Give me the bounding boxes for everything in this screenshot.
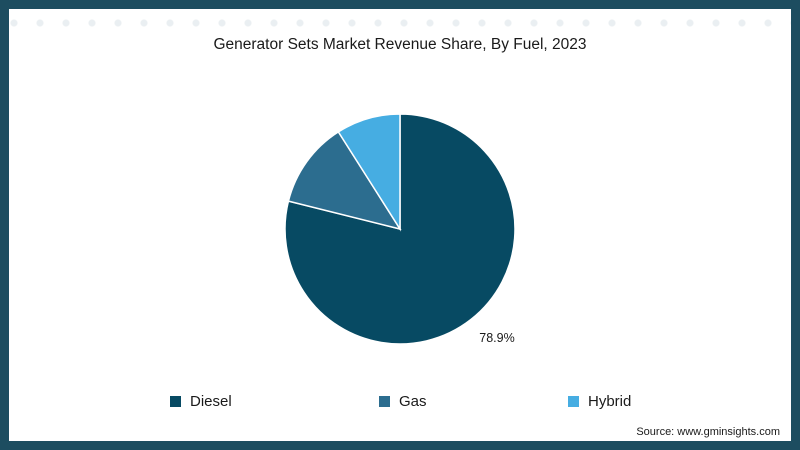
pie-slice-gas <box>287 130 402 231</box>
legend-label-hybrid: Hybrid <box>588 393 632 410</box>
legend-swatch-hybrid <box>568 396 579 407</box>
legend-swatch-gas <box>379 396 390 407</box>
legend-item-gas: Gas <box>379 393 427 410</box>
pie-slice-diesel <box>284 113 516 345</box>
legend: Diesel Gas Hybrid <box>0 393 800 413</box>
data-label-diesel: 78.9% <box>479 331 514 345</box>
source-text: Source: www.gminsights.com <box>636 426 780 438</box>
header-pattern <box>9 9 791 37</box>
legend-label-gas: Gas <box>399 393 427 410</box>
legend-item-hybrid: Hybrid <box>568 393 631 410</box>
legend-swatch-diesel <box>170 396 181 407</box>
chart-title: Generator Sets Market Revenue Share, By … <box>213 36 587 53</box>
legend-label-diesel: Diesel <box>190 393 232 410</box>
legend-item-diesel: Diesel <box>170 393 232 410</box>
pie-slice-hybrid <box>337 113 401 232</box>
